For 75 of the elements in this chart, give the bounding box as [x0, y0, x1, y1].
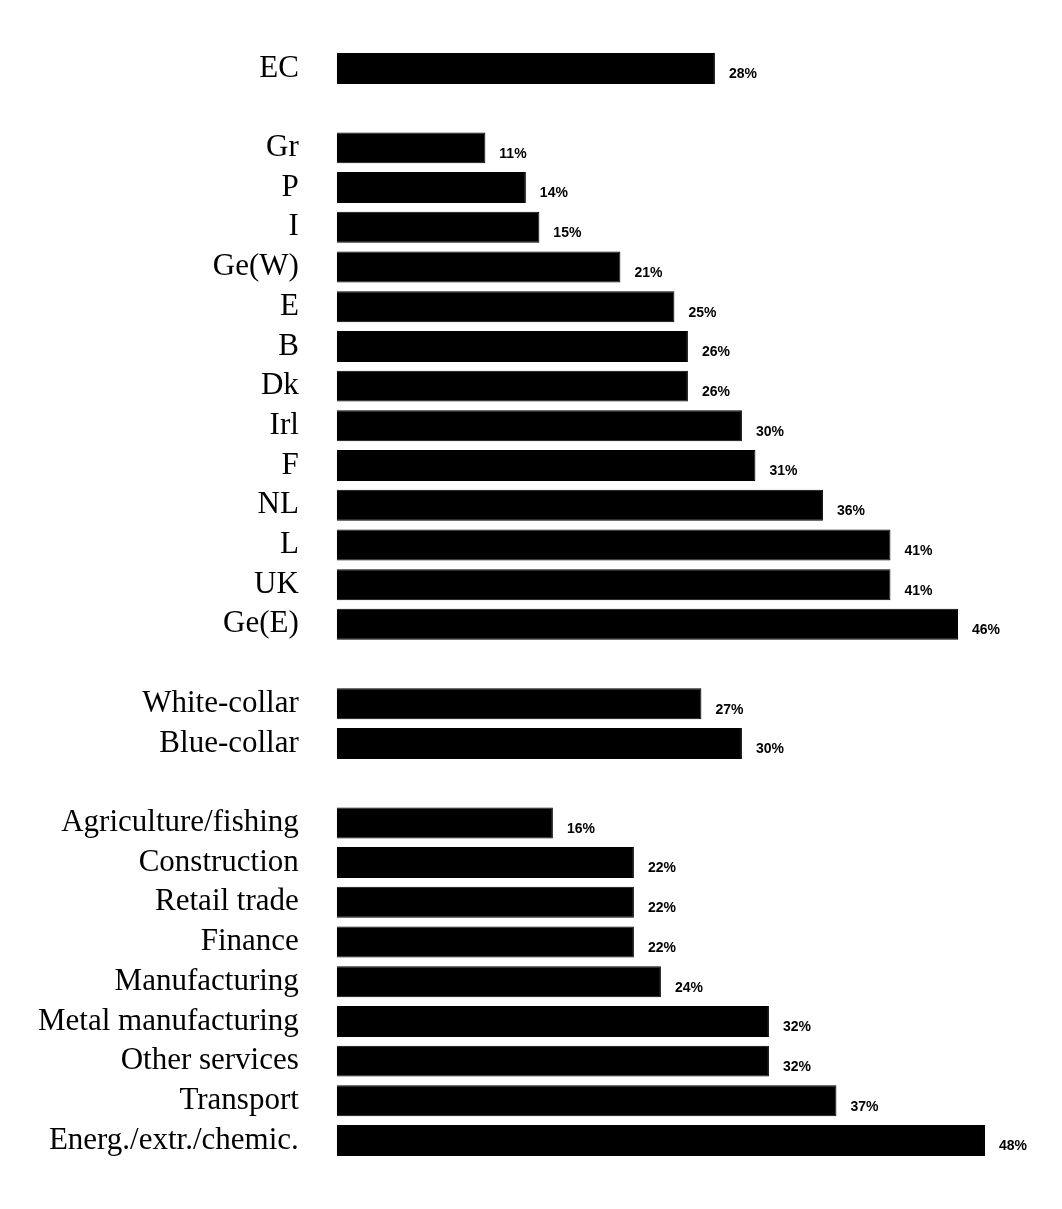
data-label: 48%	[998, 1137, 1028, 1154]
bar	[336, 370, 688, 402]
bar	[336, 1005, 769, 1037]
bar	[336, 1045, 769, 1077]
data-label: 32%	[782, 1057, 812, 1074]
bar	[336, 132, 486, 164]
y-tick-label: I	[288, 207, 299, 243]
data-label: 32%	[782, 1018, 812, 1035]
bar	[336, 1125, 985, 1157]
data-label: 31%	[769, 462, 798, 479]
bar	[336, 52, 715, 84]
y-tick-label: L	[279, 525, 299, 561]
data-label: 28%	[728, 65, 758, 82]
data-label: 22%	[647, 859, 677, 876]
bar	[336, 688, 702, 720]
y-tick-label: White-collar	[142, 683, 300, 719]
y-tick-label: UK	[254, 564, 300, 600]
bar	[336, 886, 634, 918]
y-tick-label: F	[281, 445, 299, 481]
y-tick-label: Blue-collar	[159, 723, 300, 759]
data-label: 24%	[674, 978, 704, 995]
data-label: 37%	[850, 1097, 880, 1114]
data-label: 26%	[701, 343, 731, 360]
y-tick-label: EC	[259, 48, 299, 84]
y-tick-label: B	[278, 326, 299, 362]
bar	[336, 847, 634, 879]
data-label: 36%	[836, 502, 866, 519]
y-tick-label: Gr	[266, 128, 300, 164]
y-tick-label: NL	[257, 485, 299, 521]
bar	[336, 450, 756, 482]
y-tick-label: Transport	[179, 1080, 300, 1116]
y-tick-label: Finance	[200, 922, 299, 958]
data-label: 26%	[701, 382, 731, 399]
bar	[336, 807, 553, 839]
y-tick-label: Other services	[120, 1041, 299, 1077]
y-tick-label: Agriculture/fishing	[61, 803, 299, 839]
bar	[336, 489, 823, 521]
data-label: 16%	[566, 819, 596, 836]
data-label: 11%	[499, 144, 528, 161]
data-label: 25%	[688, 303, 717, 320]
data-label: 30%	[755, 422, 785, 439]
data-label: 22%	[647, 899, 677, 916]
bar	[336, 569, 891, 601]
data-label: 15%	[553, 224, 582, 241]
bar	[336, 1085, 837, 1117]
bar	[336, 608, 958, 640]
bar	[336, 251, 621, 283]
y-tick-label: Ge(E)	[223, 604, 299, 640]
data-label: 21%	[634, 263, 663, 280]
y-tick-label: Ge(W)	[212, 247, 299, 283]
bar	[336, 966, 661, 998]
data-label: 46%	[971, 621, 1001, 638]
bar	[336, 211, 540, 243]
data-label: 41%	[904, 541, 934, 558]
y-tick-label: Retail trade	[155, 882, 299, 918]
y-tick-label: Irl	[269, 405, 299, 441]
y-tick-label: Energ./extr./chemic.	[48, 1120, 299, 1156]
bar	[336, 172, 526, 204]
bar	[336, 529, 891, 561]
data-label: 22%	[647, 938, 677, 955]
data-label: 30%	[755, 740, 785, 757]
bar	[336, 410, 742, 442]
data-label: 41%	[904, 581, 934, 598]
y-tick-label: E	[279, 286, 299, 322]
data-label: 27%	[715, 700, 744, 717]
bar	[336, 291, 675, 323]
y-tick-label: Construction	[138, 842, 300, 878]
data-label: 14%	[539, 184, 569, 201]
y-tick-label: Dk	[260, 366, 300, 402]
y-tick-label: P	[281, 167, 299, 203]
y-tick-label: Manufacturing	[114, 961, 299, 997]
y-tick-label: Metal manufacturing	[37, 1001, 299, 1037]
bar	[336, 330, 688, 362]
bar	[336, 926, 634, 958]
bar	[336, 727, 742, 759]
